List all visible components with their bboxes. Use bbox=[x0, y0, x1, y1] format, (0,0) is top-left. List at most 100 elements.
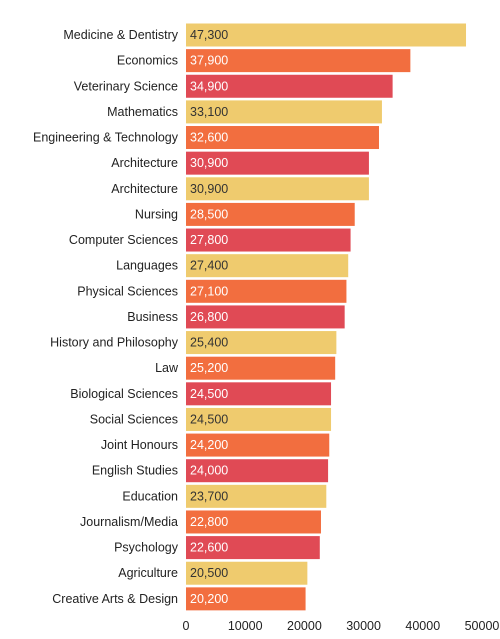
category-label: Veterinary Science bbox=[74, 79, 178, 93]
x-tick-label: 50000 bbox=[465, 619, 500, 633]
bars-layer: Medicine & Dentistry 47,300 Economics 37,90… bbox=[33, 23, 467, 611]
bar bbox=[186, 151, 369, 175]
value-label: 20,500 bbox=[190, 566, 228, 580]
value-label: 24,200 bbox=[190, 438, 228, 452]
bar bbox=[186, 23, 467, 47]
bar-row: Nursing 28,500 bbox=[135, 202, 355, 226]
bar-row: Education 23,700 bbox=[122, 484, 327, 508]
category-label: Agriculture bbox=[118, 566, 178, 580]
value-label: 24,500 bbox=[190, 412, 228, 426]
bar-row: History and Philosophy 25,400 bbox=[50, 331, 337, 355]
x-axis-ticks: 0 10000 20000 30000 40000 50000 bbox=[183, 619, 500, 633]
bar bbox=[186, 382, 332, 406]
bar-row: Journalism/Media 22,800 bbox=[80, 510, 321, 534]
bar-row: Psychology 22,600 bbox=[114, 536, 320, 560]
category-label: Mathematics bbox=[107, 105, 178, 119]
value-label: 34,900 bbox=[190, 79, 228, 93]
bar-row: Biological Sciences 24,500 bbox=[70, 382, 332, 406]
bar-row: Joint Honours 24,200 bbox=[101, 433, 330, 457]
bar-row: Business 26,800 bbox=[127, 305, 345, 329]
bar bbox=[186, 331, 337, 355]
bar bbox=[186, 177, 369, 201]
category-label: Computer Sciences bbox=[69, 233, 178, 247]
category-label: Joint Honours bbox=[101, 438, 178, 452]
bar bbox=[186, 561, 308, 585]
x-tick-label: 20000 bbox=[287, 619, 322, 633]
bar-row: Agriculture 20,500 bbox=[118, 561, 308, 585]
value-label: 24,000 bbox=[190, 464, 228, 478]
value-label: 25,400 bbox=[190, 336, 228, 350]
bar-row: Architecture 30,900 bbox=[111, 177, 369, 201]
bar bbox=[186, 484, 327, 508]
bar-row: Creative Arts & Design 20,200 bbox=[52, 587, 306, 611]
value-label: 20,200 bbox=[190, 592, 228, 606]
bar bbox=[186, 356, 336, 380]
value-label: 27,400 bbox=[190, 259, 228, 273]
bar-row: English Studies 24,000 bbox=[92, 459, 329, 483]
bar bbox=[186, 536, 320, 560]
value-label: 33,100 bbox=[190, 105, 228, 119]
bar-row: Economics 37,900 bbox=[117, 49, 411, 73]
value-label: 37,900 bbox=[190, 54, 228, 68]
value-label: 32,600 bbox=[190, 131, 228, 145]
bar bbox=[186, 279, 347, 303]
category-label: Medicine & Dentistry bbox=[63, 28, 178, 42]
bar-row: Mathematics 33,100 bbox=[107, 100, 382, 124]
bar bbox=[186, 100, 382, 124]
category-label: Engineering & Technology bbox=[33, 131, 179, 145]
bar-row: Law 25,200 bbox=[155, 356, 336, 380]
value-label: 47,300 bbox=[190, 28, 228, 42]
bar-row: Physical Sciences 27,100 bbox=[77, 279, 347, 303]
bar-row: Veterinary Science 34,900 bbox=[74, 74, 393, 98]
bar bbox=[186, 407, 332, 431]
bar bbox=[186, 305, 345, 329]
value-label: 26,800 bbox=[190, 310, 228, 324]
category-label: History and Philosophy bbox=[50, 336, 179, 350]
category-label: Psychology bbox=[114, 541, 179, 555]
bar-row: Languages 27,400 bbox=[116, 254, 349, 278]
category-label: Journalism/Media bbox=[80, 515, 178, 529]
x-tick-label: 30000 bbox=[346, 619, 381, 633]
value-label: 22,800 bbox=[190, 515, 228, 529]
bar bbox=[186, 510, 321, 534]
bar bbox=[186, 74, 393, 98]
category-label: English Studies bbox=[92, 464, 178, 478]
bar-row: Social Sciences 24,500 bbox=[90, 407, 332, 431]
value-label: 25,200 bbox=[190, 361, 228, 375]
value-label: 27,800 bbox=[190, 233, 228, 247]
value-label: 24,500 bbox=[190, 387, 228, 401]
value-label: 30,900 bbox=[190, 182, 228, 196]
category-label: Languages bbox=[116, 259, 178, 273]
value-label: 22,600 bbox=[190, 541, 228, 555]
x-tick-label: 10000 bbox=[228, 619, 263, 633]
value-label: 27,100 bbox=[190, 284, 228, 298]
bar bbox=[186, 587, 306, 611]
bar-row: Architecture 30,900 bbox=[111, 151, 369, 175]
category-label: Business bbox=[127, 310, 178, 324]
category-label: Nursing bbox=[135, 207, 178, 221]
category-label: Architecture bbox=[111, 156, 178, 170]
bar-row: Computer Sciences 27,800 bbox=[69, 228, 351, 252]
value-label: 28,500 bbox=[190, 207, 228, 221]
value-label: 30,900 bbox=[190, 156, 228, 170]
bar-row: Engineering & Technology 32,600 bbox=[33, 126, 379, 150]
bar bbox=[186, 126, 379, 150]
category-label: Education bbox=[122, 489, 178, 503]
category-label: Economics bbox=[117, 54, 178, 68]
bar bbox=[186, 228, 351, 252]
bar bbox=[186, 254, 349, 278]
category-label: Creative Arts & Design bbox=[52, 592, 178, 606]
bar-row: Medicine & Dentistry 47,300 bbox=[63, 23, 467, 47]
category-label: Law bbox=[155, 361, 179, 375]
category-label: Biological Sciences bbox=[70, 387, 178, 401]
bar bbox=[186, 459, 329, 483]
category-label: Architecture bbox=[111, 182, 178, 196]
bar bbox=[186, 433, 330, 457]
category-label: Physical Sciences bbox=[77, 284, 178, 298]
x-tick-label: 40000 bbox=[405, 619, 440, 633]
category-label: Social Sciences bbox=[90, 412, 178, 426]
value-label: 23,700 bbox=[190, 489, 228, 503]
bar bbox=[186, 49, 411, 73]
bar bbox=[186, 202, 355, 226]
